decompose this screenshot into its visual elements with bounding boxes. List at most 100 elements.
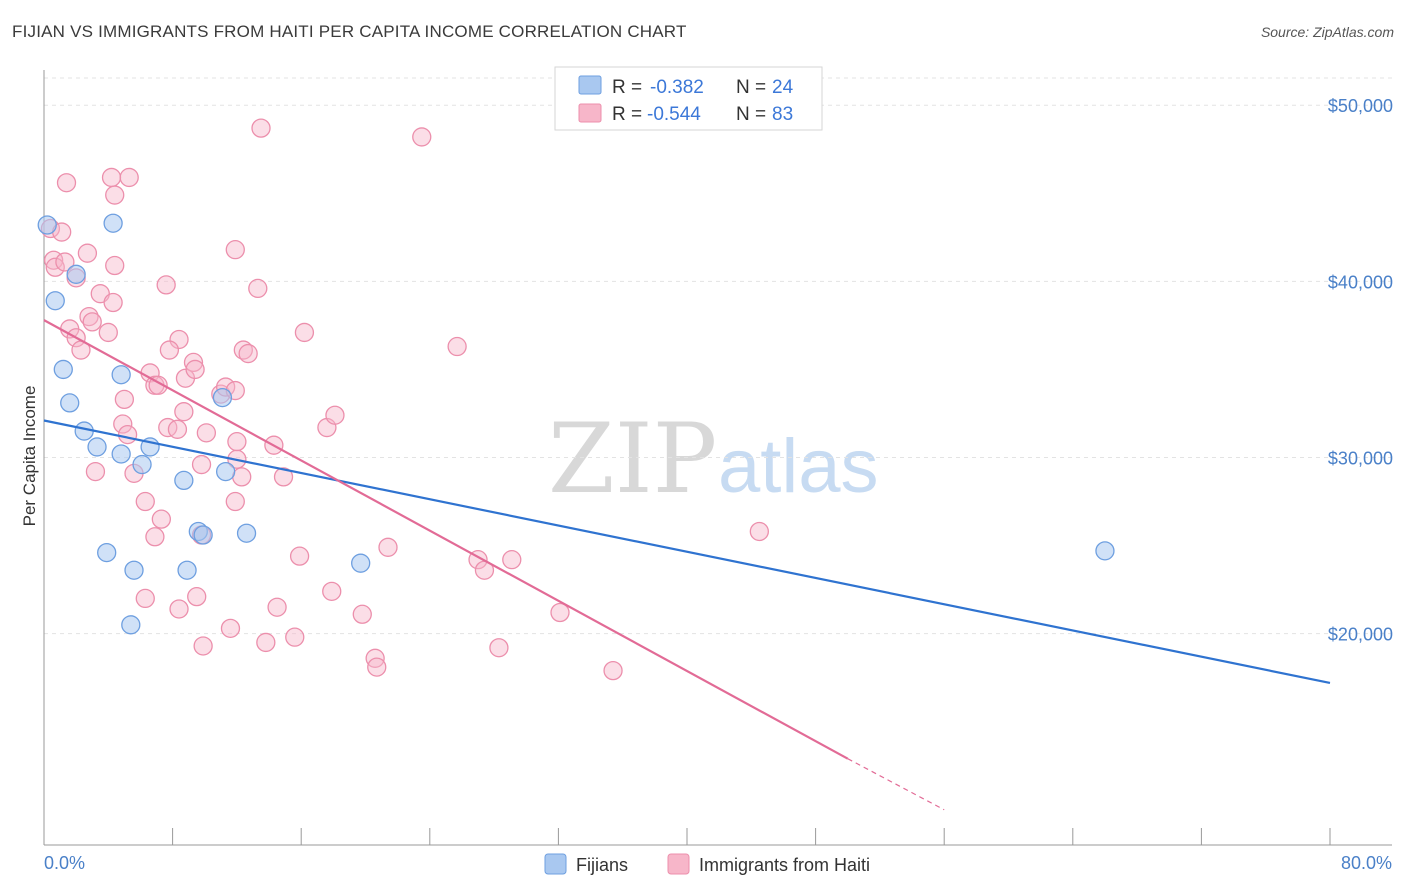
- haiti-trend-line: [43, 319, 849, 760]
- haiti-point: [352, 604, 372, 624]
- haiti-point: [183, 352, 204, 373]
- haiti-point: [55, 252, 75, 272]
- fijian-point: [53, 359, 73, 380]
- haiti-point: [232, 467, 252, 487]
- haiti-point: [56, 173, 77, 193]
- fijian-point: [215, 461, 236, 482]
- fijian-point: [193, 525, 213, 545]
- x-tick-label-max: 80.0%: [1341, 853, 1392, 873]
- haiti-point: [378, 537, 398, 557]
- legend-r-label-2: R =: [612, 104, 642, 125]
- haiti-point: [169, 599, 189, 619]
- haiti-point: [227, 431, 247, 452]
- fijian-point: [87, 437, 107, 457]
- haiti-point: [105, 185, 125, 205]
- fijian-point: [111, 444, 131, 464]
- haiti-point: [367, 657, 387, 677]
- haiti-point: [749, 521, 769, 542]
- fijian-point: [351, 553, 371, 573]
- haiti-point: [185, 359, 205, 380]
- fijian-point: [132, 454, 152, 475]
- haiti-point: [267, 597, 287, 617]
- correlation-legend: R = -0.382 N = 24 R = -0.544 N = 83: [554, 66, 823, 131]
- haiti-point: [187, 586, 207, 607]
- fijian-point: [212, 387, 233, 408]
- fijian-point: [236, 523, 257, 543]
- haiti-point: [412, 127, 432, 147]
- haiti-point: [603, 660, 623, 681]
- haiti-point: [550, 602, 570, 623]
- haiti-point: [191, 454, 212, 475]
- haiti-point: [105, 255, 125, 276]
- haiti-point: [294, 322, 315, 343]
- haiti-point: [285, 627, 305, 647]
- fijian-point: [66, 264, 86, 284]
- y-tick-label: $40,000: [1328, 272, 1393, 292]
- fijian-point: [121, 615, 141, 635]
- fijian-points: [37, 213, 1115, 635]
- haiti-point: [225, 240, 245, 260]
- legend-n-value-2: 83: [772, 104, 793, 125]
- haiti-point: [145, 527, 165, 547]
- watermark-zip: ZIP: [548, 403, 717, 515]
- haiti-point: [169, 329, 189, 350]
- haiti-point: [238, 343, 258, 364]
- haiti-point: [135, 491, 155, 512]
- fijian-point: [174, 470, 194, 491]
- fijian-point: [97, 542, 117, 563]
- haiti-point: [113, 414, 133, 434]
- bottom-legend-fijians: Fijians: [576, 855, 628, 875]
- legend-swatch-fijians: [578, 75, 602, 95]
- haiti-point: [77, 243, 98, 263]
- haiti-point: [225, 491, 245, 512]
- haiti-point: [85, 461, 106, 482]
- x-tick-marks: [43, 828, 1331, 845]
- bottom-legend-haiti: Immigrants from Haiti: [699, 855, 870, 875]
- haiti-point: [151, 509, 171, 529]
- haiti-point: [45, 257, 65, 277]
- chart-title: FIJIAN VS IMMIGRANTS FROM HAITI PER CAPI…: [12, 22, 687, 41]
- fijian-point: [177, 560, 197, 580]
- fijian-point: [124, 560, 144, 580]
- haiti-trend-extension: [847, 758, 945, 811]
- legend-n-label-2: N =: [736, 104, 766, 125]
- haiti-point: [114, 389, 135, 410]
- series-legend: Fijians Immigrants from Haiti: [544, 853, 870, 875]
- haiti-point: [196, 423, 217, 443]
- fijian-point: [1095, 541, 1115, 561]
- haiti-point: [117, 424, 138, 445]
- haiti-point: [447, 336, 467, 357]
- haiti-point: [220, 618, 241, 639]
- watermark: ZIP atlas: [548, 403, 879, 515]
- fijian-point: [60, 393, 80, 413]
- legend-swatch-haiti: [578, 103, 602, 123]
- haiti-point: [79, 306, 99, 327]
- legend-r-value-2: -0.544: [647, 104, 701, 125]
- fijian-point: [45, 291, 65, 311]
- haiti-point: [167, 419, 188, 439]
- legend-n-value-1: 24: [772, 77, 794, 98]
- haiti-point: [489, 638, 509, 658]
- haiti-point: [322, 581, 342, 602]
- source-label: Source: ZipAtlas.com: [1260, 24, 1394, 40]
- trend-lines: [43, 319, 1331, 811]
- haiti-point: [158, 417, 178, 438]
- fijian-point: [103, 213, 123, 233]
- y-tick-label: $20,000: [1328, 625, 1393, 645]
- haiti-point: [256, 632, 276, 653]
- haiti-point: [98, 322, 118, 343]
- watermark-atlas: atlas: [718, 424, 879, 509]
- y-tick-labels: $20,000 $30,000 $40,000 $50,000: [1328, 96, 1393, 644]
- haiti-point: [135, 588, 155, 609]
- haiti-point: [159, 340, 180, 360]
- x-tick-label-min: 0.0%: [44, 853, 85, 873]
- y-tick-label: $30,000: [1328, 449, 1393, 469]
- haiti-point: [101, 167, 122, 188]
- haiti-point: [156, 275, 176, 295]
- haiti-point: [248, 278, 268, 299]
- haiti-point: [273, 467, 294, 487]
- haiti-point: [325, 405, 345, 425]
- haiti-point: [119, 167, 139, 188]
- bottom-legend-swatch-haiti: [667, 853, 690, 875]
